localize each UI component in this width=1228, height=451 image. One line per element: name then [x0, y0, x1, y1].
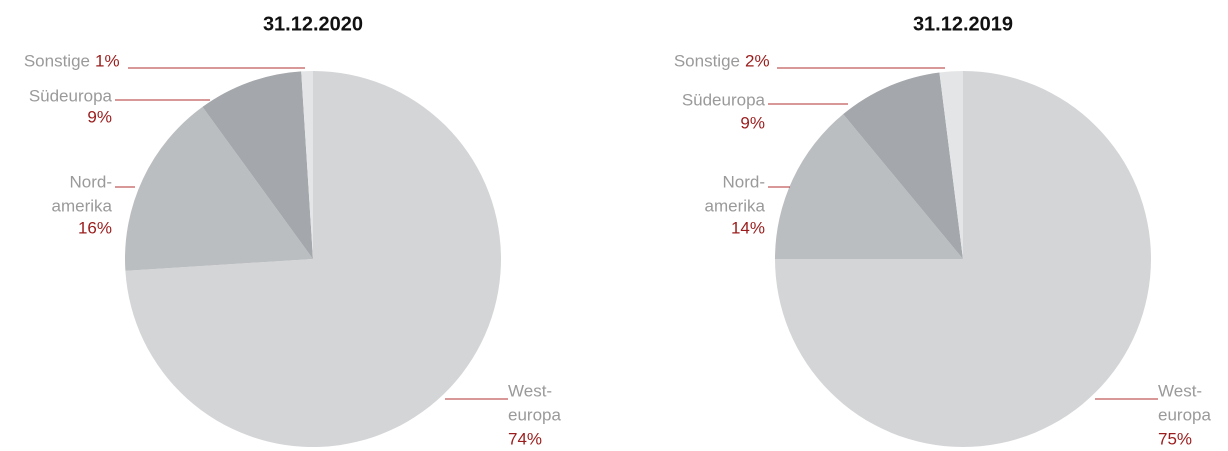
pie-slice [843, 72, 963, 259]
slice-label: amerika [52, 196, 113, 215]
slice-label: europa [1158, 405, 1211, 424]
value-label: 14% [731, 218, 765, 237]
slice-label: Südeuropa [29, 86, 113, 105]
slice-label: Nord- [722, 172, 765, 191]
slice-label: europa [508, 405, 561, 424]
chart-title: 31.12.2020 [263, 13, 363, 35]
slice-label: Sonstige [24, 51, 90, 70]
value-label: 1% [95, 51, 120, 70]
pie-slice [125, 71, 501, 447]
value-label: 75% [1158, 429, 1192, 448]
slice-label: Sonstige [674, 51, 740, 70]
value-label: 2% [745, 51, 770, 70]
value-label: 74% [508, 429, 542, 448]
value-label: 16% [78, 218, 112, 237]
pie-slice [124, 106, 313, 271]
slice-label: Südeuropa [682, 90, 766, 109]
pie-slice [301, 71, 313, 259]
slice-label: West- [1158, 381, 1202, 400]
pie-slice [775, 114, 963, 259]
value-label: 9% [87, 107, 112, 126]
slice-label: amerika [705, 196, 766, 215]
slice-label: West- [508, 381, 552, 400]
chart-title: 31.12.2019 [913, 13, 1013, 35]
value-label: 9% [740, 113, 765, 132]
pie-slice [939, 71, 963, 259]
slice-label: Nord- [69, 172, 112, 191]
pie-slice [202, 71, 313, 259]
